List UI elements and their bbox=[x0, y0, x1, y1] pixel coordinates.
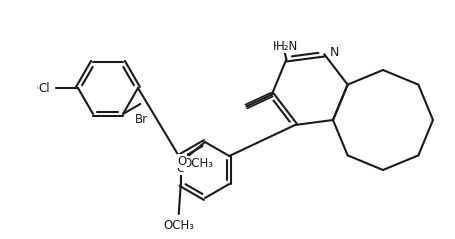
Text: Br: Br bbox=[135, 113, 147, 126]
Text: Cl: Cl bbox=[38, 81, 50, 94]
Text: OCH₃: OCH₃ bbox=[182, 157, 213, 170]
Text: OCH₃: OCH₃ bbox=[163, 219, 194, 232]
Text: Cl: Cl bbox=[36, 81, 48, 94]
Text: O: O bbox=[177, 155, 186, 168]
Text: H₂N: H₂N bbox=[273, 40, 295, 53]
Text: O: O bbox=[177, 155, 186, 168]
Text: N: N bbox=[329, 46, 338, 59]
Text: Br: Br bbox=[133, 112, 147, 125]
Text: O: O bbox=[176, 162, 185, 174]
Text: N: N bbox=[328, 45, 337, 58]
Text: H₂N: H₂N bbox=[276, 40, 298, 53]
